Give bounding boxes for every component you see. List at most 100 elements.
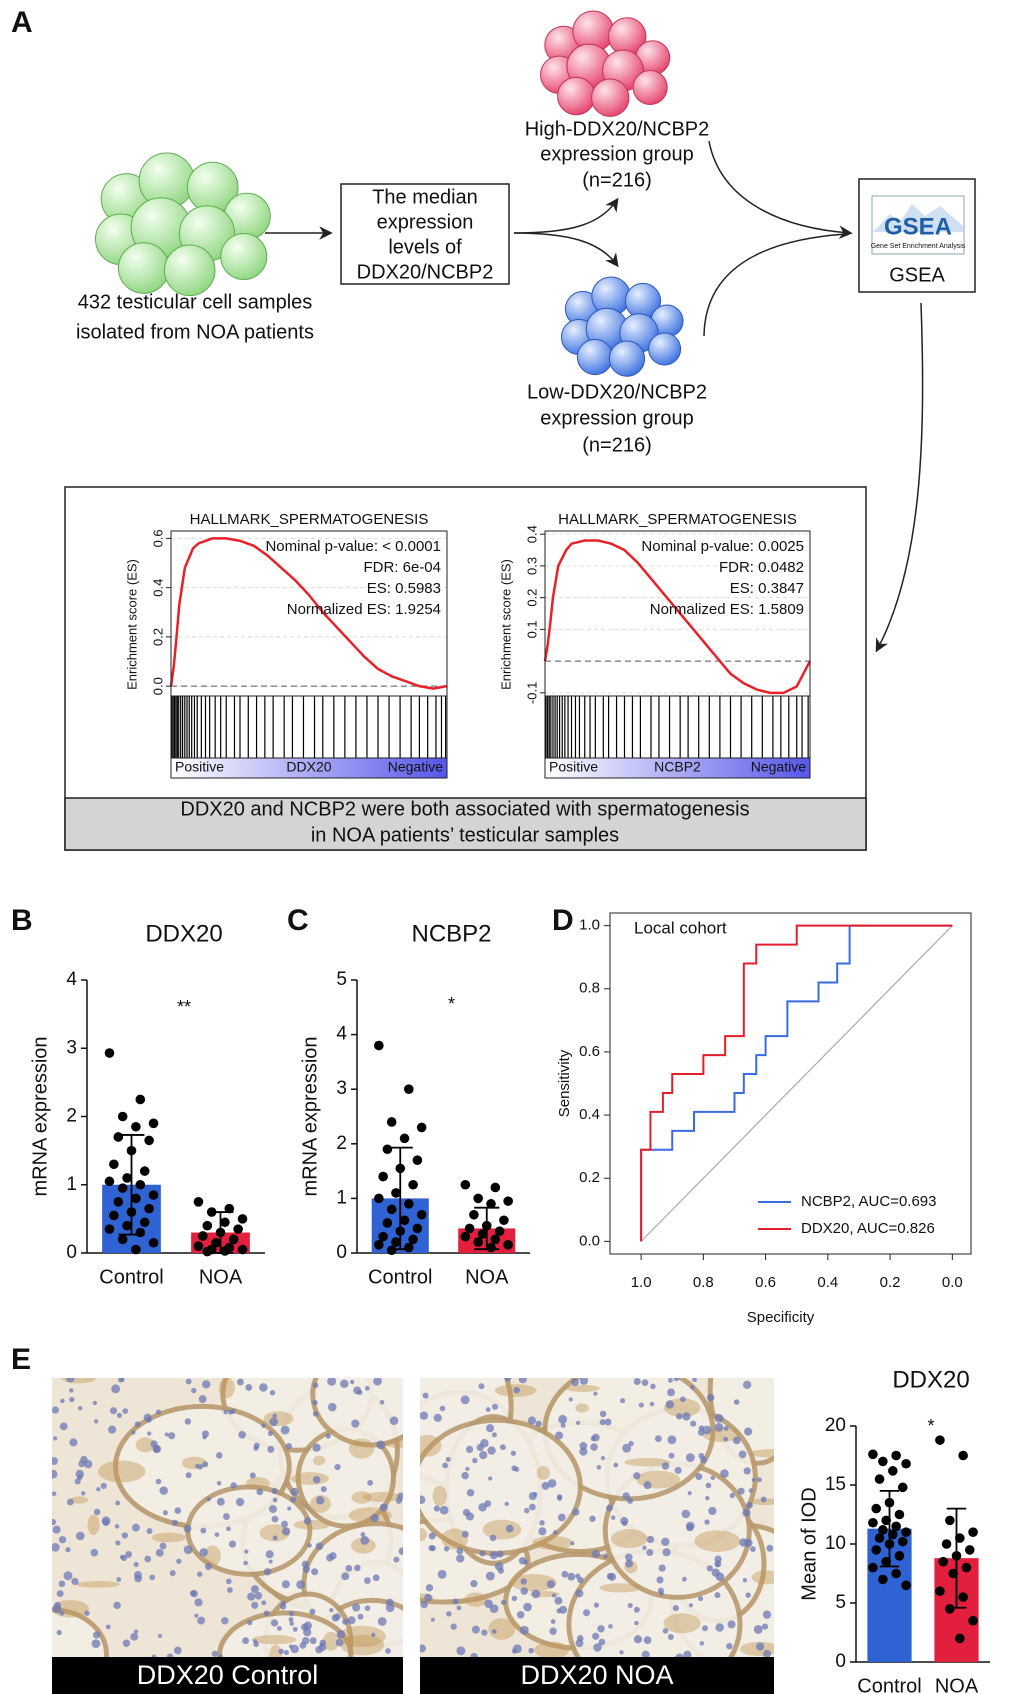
- nucleus: [726, 1642, 733, 1650]
- nucleus: [115, 1500, 121, 1506]
- nucleus: [116, 1412, 122, 1418]
- nucleus: [613, 1462, 619, 1468]
- plot-frame: [609, 912, 972, 1255]
- point: [878, 1456, 888, 1467]
- nucleus: [326, 1554, 334, 1562]
- nucleus: [662, 1548, 671, 1557]
- point: [868, 1449, 878, 1460]
- cell: [163, 244, 216, 297]
- nucleus: [145, 1416, 152, 1423]
- nucleus: [420, 1644, 426, 1653]
- point: [460, 1179, 471, 1190]
- nucleus: [52, 1518, 56, 1526]
- point: [968, 1527, 978, 1537]
- nucleus: [715, 1623, 724, 1632]
- nucleus: [379, 1503, 388, 1512]
- nucleus: [667, 1634, 674, 1640]
- point: [888, 1466, 898, 1476]
- y-tick-label: 0.4: [579, 1106, 600, 1123]
- nucleus: [315, 1645, 323, 1654]
- point: [386, 1245, 397, 1256]
- nucleus: [702, 1425, 712, 1435]
- nucleus: [576, 1420, 581, 1425]
- nucleus: [335, 1638, 344, 1647]
- annotation: ES: 0.3847: [730, 580, 804, 597]
- x-tick-label: 0.6: [755, 1274, 776, 1291]
- nucleus: [357, 1389, 363, 1396]
- nucleus: [336, 1630, 346, 1639]
- annotation: ES: 0.5983: [367, 580, 441, 597]
- nucleus: [92, 1400, 98, 1406]
- chart-title: HALLMARK_SPERMATOGENESIS: [190, 511, 429, 528]
- nucleus: [133, 1629, 139, 1634]
- nucleus: [575, 1639, 584, 1648]
- arrow: [875, 302, 924, 653]
- conclusion-band: [64, 797, 867, 851]
- stroma: [97, 1460, 146, 1483]
- stroma: [420, 1434, 442, 1457]
- y-tick-label: 2: [66, 1106, 77, 1127]
- logo-text: GSEA: [884, 213, 952, 240]
- high-group-text: (n=216): [582, 169, 652, 191]
- point: [961, 1562, 972, 1573]
- point: [935, 1435, 945, 1445]
- nucleus: [272, 1535, 278, 1541]
- nucleus: [268, 1505, 277, 1514]
- stroma: [694, 1530, 741, 1552]
- nucleus: [641, 1379, 649, 1387]
- nucleus: [281, 1520, 288, 1528]
- panel-label: B: [11, 904, 33, 937]
- nucleus: [593, 1391, 598, 1396]
- nucleus: [532, 1492, 538, 1497]
- nucleus: [77, 1406, 83, 1411]
- nucleus: [763, 1649, 772, 1658]
- nucleus: [687, 1491, 692, 1496]
- point: [891, 1521, 901, 1532]
- stroma: [293, 1519, 331, 1530]
- nucleus: [504, 1501, 509, 1507]
- nucleus: [667, 1435, 677, 1445]
- step-text: expression: [377, 211, 474, 233]
- nucleus: [109, 1407, 118, 1415]
- stroma: [338, 1625, 386, 1648]
- panel-labels: A B C D E: [11, 6, 574, 1376]
- nucleus: [60, 1398, 65, 1404]
- nucleus: [627, 1602, 633, 1608]
- cell: [117, 242, 170, 294]
- nucleus: [251, 1601, 259, 1609]
- nucleus: [646, 1549, 654, 1556]
- nucleus: [460, 1395, 470, 1405]
- nucleus: [194, 1613, 199, 1618]
- nucleus: [442, 1462, 449, 1469]
- nucleus: [723, 1436, 729, 1442]
- nucleus: [373, 1378, 382, 1386]
- y-tick-label: 0.6: [150, 529, 165, 547]
- stroma: [751, 1570, 774, 1585]
- stroma: [532, 1535, 573, 1550]
- nucleus: [144, 1555, 152, 1563]
- point: [237, 1244, 248, 1255]
- nucleus: [505, 1524, 514, 1533]
- nucleus: [558, 1414, 568, 1424]
- nucleus: [633, 1635, 643, 1644]
- nucleus: [471, 1625, 480, 1634]
- nucleus: [263, 1568, 272, 1576]
- nucleus: [159, 1542, 167, 1550]
- nucleus: [379, 1399, 385, 1405]
- nucleus: [489, 1534, 497, 1542]
- y-tick-label: 0.2: [524, 589, 539, 607]
- nucleus: [269, 1417, 278, 1427]
- nucleus: [93, 1419, 99, 1424]
- nucleus: [131, 1430, 136, 1435]
- nucleus: [206, 1496, 211, 1502]
- nucleus: [511, 1595, 518, 1602]
- nucleus: [290, 1644, 299, 1654]
- nucleus: [654, 1435, 662, 1443]
- nucleus: [90, 1548, 99, 1557]
- rank-label: NCBP2: [654, 759, 701, 775]
- nucleus: [288, 1617, 294, 1623]
- nucleus: [377, 1617, 387, 1626]
- nucleus: [152, 1445, 160, 1453]
- cell: [557, 76, 596, 116]
- nucleus: [100, 1482, 107, 1490]
